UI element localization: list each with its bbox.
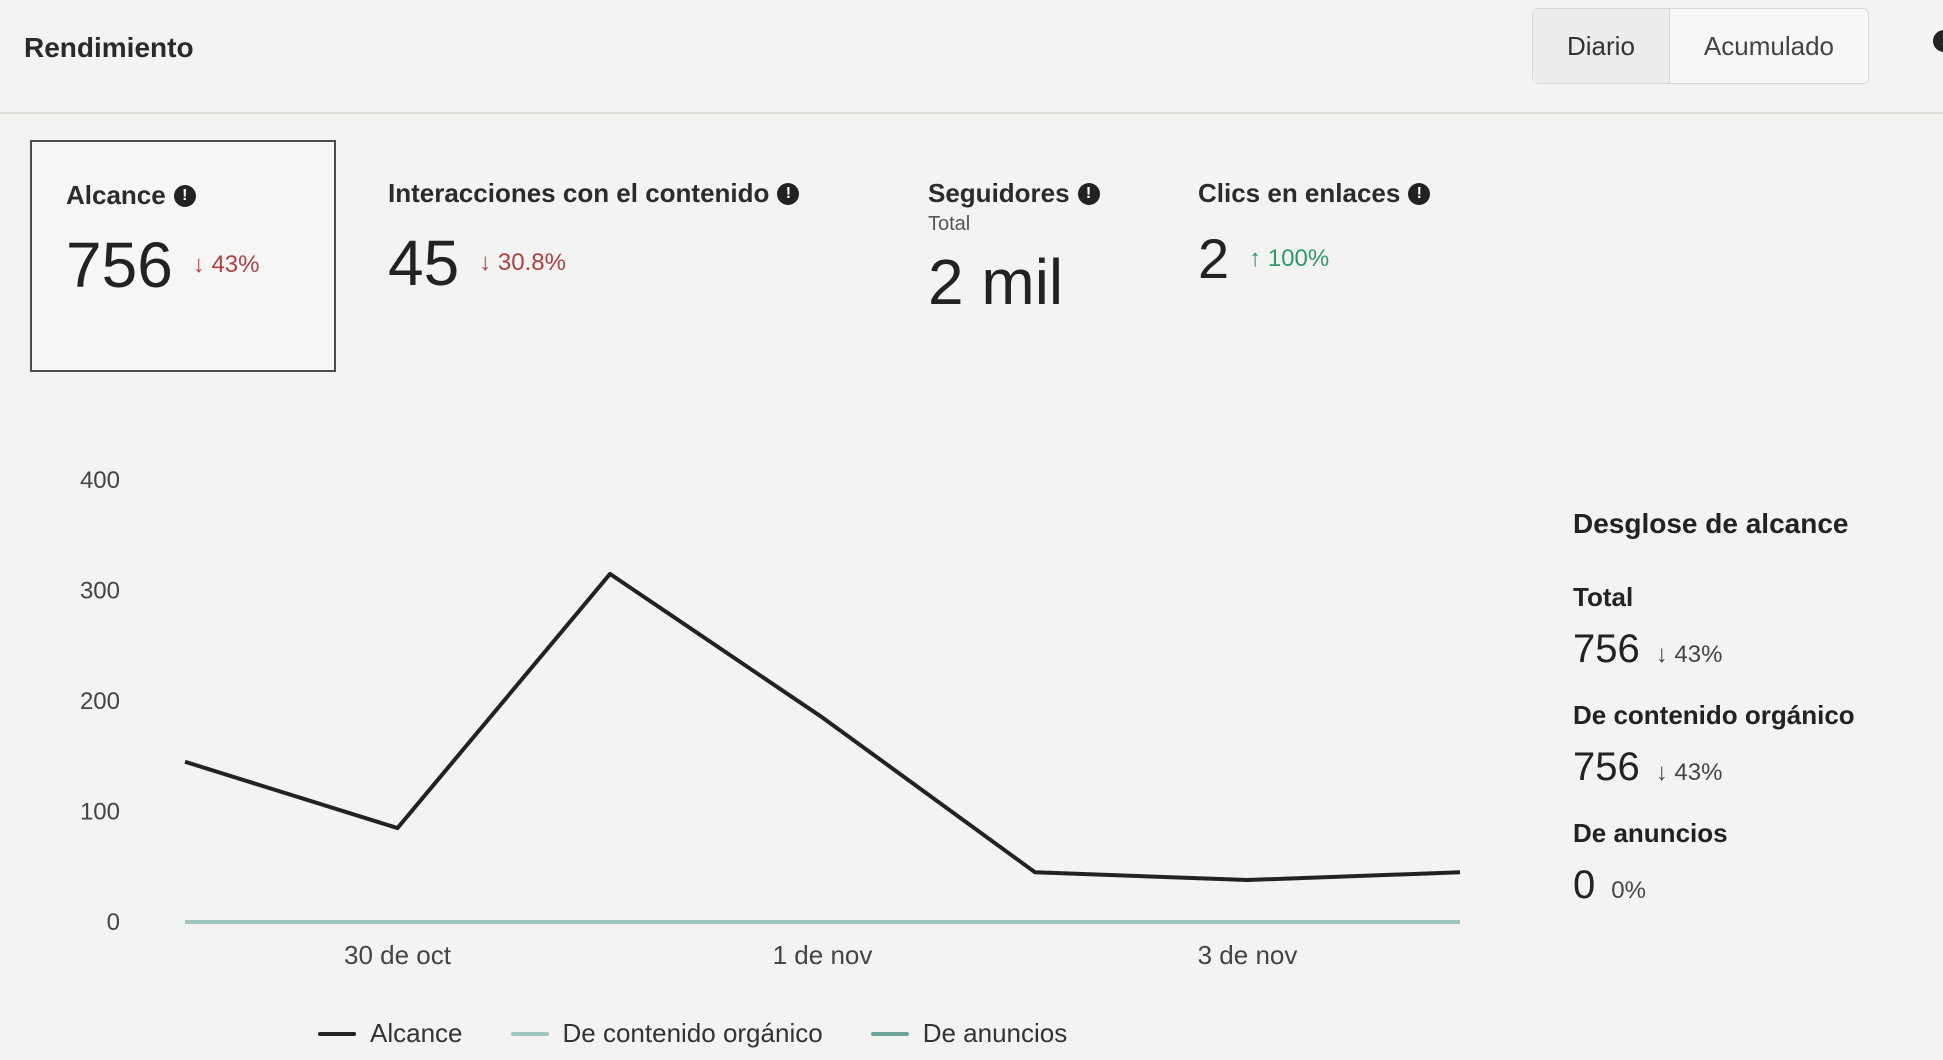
breakdown-value: 756 [1573, 627, 1640, 671]
legend-swatch [870, 1031, 909, 1036]
breakdown-value-row: 756 ↓ 43% [1573, 745, 1855, 790]
info-icon[interactable]: ! [1408, 182, 1431, 205]
metric-label: Clics en enlaces [1198, 178, 1401, 208]
y-tick-label-1: 100 [80, 799, 120, 826]
metric-label: Seguidores [928, 178, 1070, 208]
metric-card-reach[interactable]: Alcance! 756 ↓ 43% [30, 140, 336, 372]
metric-card-link-clicks[interactable]: Clics en enlaces! 2 ↑ 100% [1198, 178, 1431, 290]
metric-card-interactions[interactable]: Interacciones con el contenido! 45 ↓ 30.… [388, 178, 800, 299]
metric-label: Interacciones con el contenido [388, 178, 770, 208]
toggle-daily-button[interactable]: Diario [1533, 9, 1670, 83]
reach-breakdown: Desglose de alcance Total 756 ↓ 43% De c… [1573, 508, 1855, 908]
series-line-0 [184, 571, 1461, 883]
legend-label: De contenido orgánico [562, 1018, 823, 1048]
metric-value: 2 mil [928, 246, 1064, 318]
metric-value: 756 [66, 229, 173, 301]
reach-line-chart: 0 100 200 300 400 30 de oct 1 de nov 3 de nov [80, 467, 1461, 970]
page-title: Rendimiento [24, 32, 194, 63]
divider [0, 112, 1943, 114]
y-tick-label-3: 300 [80, 578, 120, 605]
y-tick-label-2: 200 [80, 688, 120, 715]
breakdown-delta: 0% [1611, 877, 1646, 904]
legend-item: Alcance [318, 1018, 463, 1049]
legend-label: Alcance [370, 1018, 463, 1048]
metric-delta: ↓ 30.8% [479, 249, 566, 276]
breakdown-label: De contenido orgánico [1573, 700, 1855, 730]
x-tick-label-0: 30 de oct [344, 940, 452, 970]
breakdown-delta: ↓ 43% [1655, 641, 1723, 668]
breakdown-delta: ↓ 43% [1655, 759, 1723, 786]
breakdown-label: De anuncios [1573, 818, 1728, 848]
breakdown-title: Desglose de alcance [1573, 508, 1849, 539]
legend-swatch [318, 1031, 356, 1036]
metric-value: 45 [388, 227, 460, 299]
toggle-cumulative-button[interactable]: Acumulado [1703, 30, 1834, 61]
info-icon[interactable]: ! [1077, 182, 1100, 205]
metric-label: Alcance [66, 180, 166, 210]
view-toggle: Diario Acumulado [1532, 8, 1869, 84]
metric-card-followers[interactable]: Seguidores! Total 2 mil [928, 178, 1100, 314]
breakdown-value: 756 [1573, 745, 1640, 789]
legend-label: De anuncios [922, 1018, 1068, 1048]
breakdown-label: Total [1573, 582, 1634, 612]
metric-delta: ↓ 43% [192, 251, 260, 278]
info-icon[interactable]: ! [1933, 30, 1943, 52]
info-icon[interactable]: ! [173, 184, 196, 207]
chart-legend: Alcance De contenido orgánico De anuncio… [318, 1018, 1067, 1049]
metric-delta: ↑ 100% [1249, 245, 1330, 272]
metric-value: 2 [1198, 227, 1230, 290]
y-tick-label-4: 400 [80, 467, 120, 494]
legend-item: De anuncios [870, 1018, 1068, 1049]
legend-item: De contenido orgánico [510, 1018, 823, 1049]
breakdown-value-row: 756 ↓ 43% [1573, 627, 1855, 672]
info-icon[interactable]: ! [777, 182, 800, 205]
y-tick-label-0: 0 [107, 909, 120, 936]
breakdown-value-row: 0 0% [1573, 863, 1855, 908]
x-tick-label-2: 3 de nov [1198, 940, 1298, 970]
metric-sublabel: Total [928, 213, 971, 235]
breakdown-value: 0 [1573, 863, 1596, 907]
legend-swatch [510, 1031, 549, 1036]
x-tick-label-1: 1 de nov [773, 940, 873, 970]
